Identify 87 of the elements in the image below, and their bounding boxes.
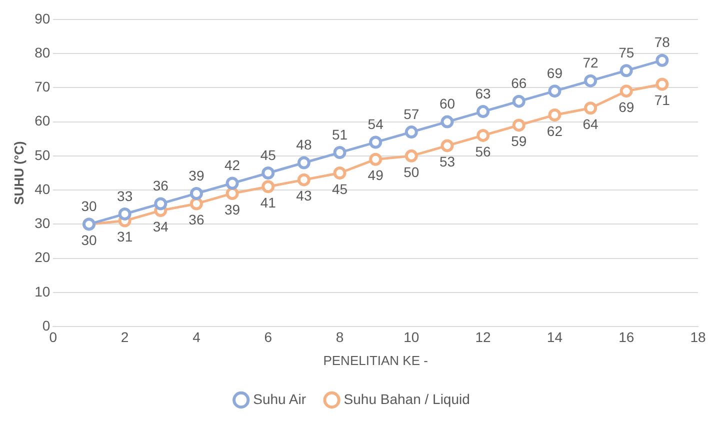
- data-label: 64: [582, 116, 599, 132]
- point: [297, 173, 310, 186]
- data-label: 34: [152, 218, 169, 234]
- data-label: 30: [81, 198, 97, 214]
- point: [404, 126, 418, 139]
- point: [226, 176, 239, 190]
- point: [548, 84, 562, 98]
- x-tick-label: 10: [404, 328, 420, 345]
- point: [584, 102, 598, 115]
- point: [262, 180, 275, 194]
- data-label: 33: [117, 188, 133, 204]
- point: [226, 186, 239, 200]
- point: [512, 118, 526, 132]
- data-label: 51: [332, 126, 348, 142]
- y-tick-label: 30: [34, 215, 50, 232]
- point: [333, 166, 346, 180]
- point: [262, 166, 275, 180]
- point: [476, 128, 490, 142]
- data-label: 42: [224, 157, 240, 174]
- data-label: 56: [475, 143, 492, 160]
- point: [154, 197, 168, 210]
- x-axis-title: PENELITIAN KE -: [323, 352, 428, 368]
- data-label: 71: [654, 92, 670, 108]
- point: [548, 108, 562, 122]
- data-label: 36: [188, 212, 204, 228]
- point: [656, 78, 669, 91]
- data-label: 66: [511, 75, 527, 92]
- data-label: 41: [260, 194, 276, 211]
- data-label: 69: [618, 98, 634, 115]
- data-label: 39: [188, 167, 204, 184]
- y-tick-label: 70: [34, 78, 50, 95]
- y-tick-label: 0: [42, 317, 50, 334]
- y-tick-label: 60: [34, 112, 50, 129]
- point: [404, 149, 418, 162]
- x-tick-label: 12: [475, 328, 492, 345]
- point: [620, 64, 633, 78]
- point: [297, 156, 310, 170]
- x-tick-label: 6: [264, 328, 272, 345]
- x-tick-label: 18: [690, 328, 706, 345]
- point: [476, 105, 490, 118]
- x-tick-label: 14: [546, 328, 563, 345]
- point: [620, 84, 633, 98]
- point: [190, 186, 203, 200]
- y-tick-label: 50: [34, 146, 50, 163]
- y-tick-label: 40: [34, 180, 50, 197]
- data-label: 36: [152, 178, 169, 194]
- point: [333, 146, 346, 160]
- y-tick-label: 80: [34, 44, 50, 60]
- data-label: 62: [546, 122, 563, 139]
- point: [369, 152, 382, 166]
- point: [584, 74, 598, 88]
- data-label: 59: [511, 133, 527, 150]
- y-tick-label: 10: [34, 283, 50, 300]
- data-label: 50: [404, 164, 420, 180]
- data-label: 30: [81, 232, 97, 248]
- point: [190, 197, 203, 210]
- data-label: 43: [296, 188, 312, 204]
- y-tick-label: 90: [34, 10, 50, 26]
- x-tick-label: 2: [120, 328, 129, 345]
- point: [440, 115, 454, 128]
- data-label: 31: [117, 228, 133, 245]
- data-label: 75: [618, 44, 634, 60]
- x-tick-label: 16: [618, 328, 634, 345]
- data-label: 69: [546, 64, 563, 81]
- x-tick-label: 8: [336, 328, 344, 345]
- point: [118, 207, 132, 220]
- data-label: 78: [654, 34, 670, 50]
- data-label: 45: [332, 180, 348, 197]
- legend-label: Suhu Air: [253, 390, 306, 407]
- x-tick-label: 4: [192, 328, 201, 345]
- data-label: 39: [224, 201, 240, 218]
- y-tick-label: 20: [34, 249, 50, 266]
- data-label: 63: [475, 85, 492, 102]
- data-label: 49: [368, 167, 384, 184]
- y-axis-title: SUHU (°C): [11, 141, 26, 205]
- point: [369, 136, 382, 149]
- data-label: 53: [439, 154, 456, 170]
- data-label: 48: [296, 136, 312, 153]
- point: [512, 94, 526, 108]
- point: [440, 139, 454, 152]
- point: [656, 54, 669, 67]
- data-label: 60: [439, 96, 456, 112]
- data-label: 72: [582, 54, 599, 71]
- data-label: 54: [368, 116, 384, 132]
- data-label: 45: [260, 146, 276, 163]
- data-label: 57: [404, 106, 420, 122]
- legend-label: Suhu Bahan / Liquid: [344, 390, 470, 407]
